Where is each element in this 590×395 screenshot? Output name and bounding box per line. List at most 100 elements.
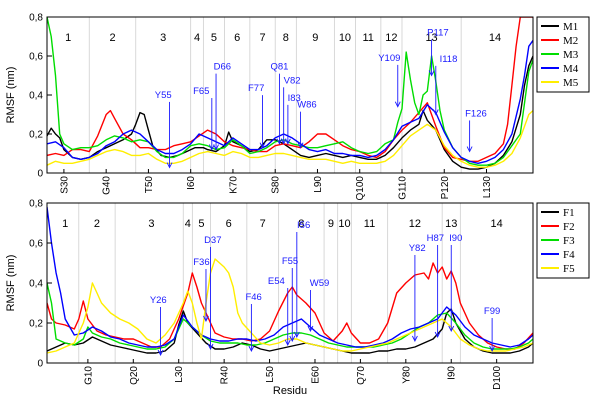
- segment-label: 10: [338, 218, 350, 230]
- legend-label: M1: [563, 21, 578, 33]
- series-line-m5: [47, 110, 533, 168]
- legend: M1 M2 M3 M4 M5: [536, 16, 590, 93]
- annotation-arrowhead: [297, 142, 304, 149]
- annotation-arrowhead: [203, 315, 209, 323]
- segment-label: 8: [283, 32, 289, 44]
- x-tick-label: Q100: [355, 176, 366, 201]
- legend-label: F4: [563, 249, 575, 261]
- segment-label: 5: [211, 32, 217, 44]
- series-line-m3: [47, 17, 533, 166]
- annotation-label: I83: [288, 93, 301, 104]
- annotation-arrowhead: [280, 138, 287, 145]
- y-tick-label: 0,8: [29, 199, 43, 210]
- annotation-arrowhead: [434, 331, 441, 339]
- annotation-label: F36: [193, 257, 209, 268]
- x-tick-label: K70: [228, 176, 239, 194]
- legend-label: M3: [563, 49, 579, 61]
- annotation-arrowhead: [428, 70, 435, 77]
- segment-label: 8: [298, 218, 304, 230]
- annotation-label: Y26: [150, 295, 167, 306]
- legend-label: F3: [563, 235, 575, 247]
- segment-label: 12: [409, 218, 421, 230]
- segment-label: 14: [489, 32, 501, 44]
- panel-bottom: 1 2 3 4 5 6 7 8 9 10 11 12 13 14Y26F36D37F46E54F55I56…: [5, 199, 590, 395]
- annotation-label: W59: [310, 278, 330, 289]
- x-tick-label: Q20: [129, 366, 140, 385]
- annotation-label: F55: [282, 256, 298, 267]
- segment-label: 12: [385, 32, 397, 44]
- annotation-label: Y55: [155, 90, 172, 101]
- annotation-label: Y109: [378, 53, 400, 64]
- x-tick-label: I90: [447, 366, 458, 380]
- segment-label: 9: [328, 218, 334, 230]
- annotation-label: F65: [193, 86, 209, 97]
- annotation-arrowhead: [213, 144, 219, 151]
- annotation-arrowhead: [448, 325, 455, 333]
- annotation-label: D66: [214, 62, 231, 73]
- annotation-label: Q81: [270, 62, 288, 73]
- x-tick-label: E60: [310, 366, 321, 384]
- y-tick-label: 0,8: [29, 13, 43, 24]
- segment-label: 7: [259, 32, 265, 44]
- x-tick-label: S30: [59, 176, 70, 194]
- annotation-arrowhead: [293, 331, 300, 339]
- x-tick-label: L90: [313, 176, 324, 193]
- annotation-arrowhead: [432, 109, 439, 116]
- y-tick-label: 0: [37, 359, 43, 370]
- x-tick-label: Y80: [401, 366, 412, 384]
- x-tick-label: G10: [83, 366, 94, 385]
- y-tick-label: 0,6: [29, 239, 43, 250]
- segment-label: 3: [148, 218, 154, 230]
- y-tick-label: 0,4: [29, 91, 43, 102]
- x-tick-label: L30: [174, 366, 185, 383]
- annotation-label: Y82: [409, 243, 426, 254]
- segment-label: 6: [234, 32, 240, 44]
- y-tick-label: 0,4: [29, 279, 43, 290]
- annotation-arrowhead: [284, 339, 291, 347]
- series-line-f4: [47, 206, 533, 348]
- legend: F1 F2 F3 F4 F5: [536, 202, 590, 279]
- x-tick-label: L130: [482, 176, 493, 199]
- annotation-label: I90: [449, 233, 462, 244]
- y-tick-label: 0,2: [29, 319, 43, 330]
- segment-label: 6: [226, 218, 232, 230]
- segment-label: 1: [62, 218, 68, 230]
- segment-label: 14: [491, 218, 503, 230]
- annotation-arrowhead: [489, 345, 496, 353]
- legend-box: [536, 202, 590, 279]
- x-tick-label: I60: [186, 176, 197, 190]
- annotation-arrowhead: [248, 345, 255, 353]
- segment-label: 5: [198, 218, 204, 230]
- annotation-label: V82: [284, 75, 301, 86]
- annotation-label: I56: [297, 220, 310, 231]
- y-tick-label: 0,6: [29, 52, 43, 63]
- y-tick-label: 0: [37, 169, 43, 180]
- y-axis-label: RMSF (nm): [5, 67, 17, 124]
- annotation-arrowhead: [157, 349, 164, 357]
- annotation-label: E54: [268, 276, 285, 287]
- segment-label: 3: [160, 32, 166, 44]
- segment-label: 4: [194, 32, 200, 44]
- annotation-arrowhead: [394, 101, 401, 108]
- annotation-label: H87: [427, 233, 444, 244]
- segment-label: 13: [445, 218, 457, 230]
- x-tick-label: R40: [220, 366, 231, 385]
- segment-label: 11: [362, 32, 373, 44]
- annotation-arrowhead: [259, 142, 266, 149]
- x-tick-label: S80: [271, 176, 282, 194]
- annotation-arrowhead: [289, 335, 296, 343]
- annotation-label: F77: [248, 83, 264, 94]
- legend-label: F1: [563, 207, 575, 219]
- legend-label: F5: [563, 263, 575, 275]
- x-tick-label: L50: [265, 366, 276, 383]
- x-tick-label: P120: [440, 176, 451, 200]
- annotation-arrowhead: [412, 335, 418, 343]
- annotation-label: P117: [427, 28, 448, 39]
- annotation-label: F46: [245, 292, 261, 303]
- series-line-f1: [47, 308, 533, 354]
- series-line-m4: [47, 39, 533, 164]
- segment-label: 13: [425, 32, 437, 44]
- legend-label: M2: [563, 35, 578, 47]
- x-tick-label: G110: [397, 176, 408, 200]
